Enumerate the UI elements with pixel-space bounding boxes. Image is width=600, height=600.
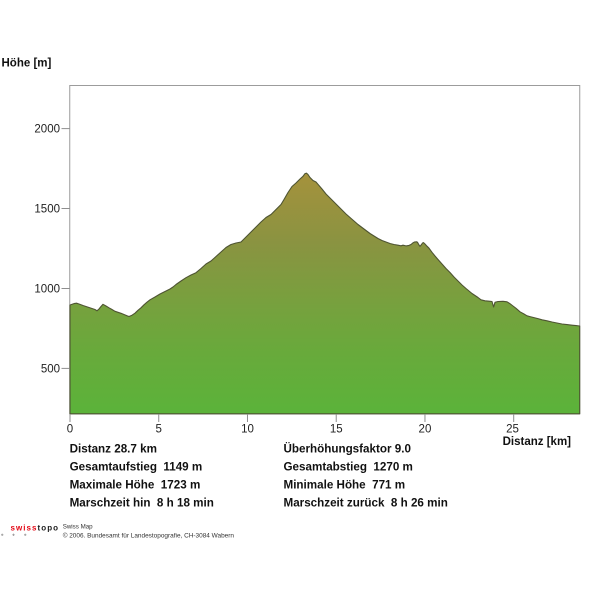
svg-text:© 2006. Bundesamt für Landesto: © 2006. Bundesamt für Landestopografie, … xyxy=(63,531,235,539)
svg-text:Gesamtaufstieg 1149 m: Gesamtaufstieg 1149 m xyxy=(70,460,203,473)
svg-text:swisstopo: swisstopo xyxy=(11,524,60,533)
svg-text:Distanz 28.7 km: Distanz 28.7 km xyxy=(70,442,157,455)
svg-text:0: 0 xyxy=(67,424,73,436)
svg-text:20: 20 xyxy=(419,424,432,436)
svg-text:Höhe [m]: Höhe [m] xyxy=(2,58,52,70)
svg-text:5: 5 xyxy=(156,424,162,436)
svg-text:Marschzeit zurück 8 h 26 min: Marschzeit zurück 8 h 26 min xyxy=(284,496,448,509)
svg-text:Marschzeit hin 8 h 18 min: Marschzeit hin 8 h 18 min xyxy=(70,496,214,509)
svg-text:2000: 2000 xyxy=(34,124,60,136)
svg-text:1000: 1000 xyxy=(34,284,60,296)
svg-text:Minimale Höhe 771 m: Minimale Höhe 771 m xyxy=(284,478,406,491)
svg-text:1500: 1500 xyxy=(34,204,60,216)
svg-text:Überhöhungsfaktor 9.0: Überhöhungsfaktor 9.0 xyxy=(284,442,411,455)
svg-text:Swiss Map: Swiss Map xyxy=(63,524,93,531)
svg-text:Distanz [km]: Distanz [km] xyxy=(503,436,572,448)
svg-text:Maximale Höhe 1723 m: Maximale Höhe 1723 m xyxy=(70,478,201,491)
svg-text:Gesamtabstieg 1270 m: Gesamtabstieg 1270 m xyxy=(284,460,413,473)
svg-text:25: 25 xyxy=(506,424,519,436)
svg-text:10: 10 xyxy=(241,424,254,436)
svg-text:500: 500 xyxy=(41,364,60,376)
svg-text:15: 15 xyxy=(330,424,343,436)
